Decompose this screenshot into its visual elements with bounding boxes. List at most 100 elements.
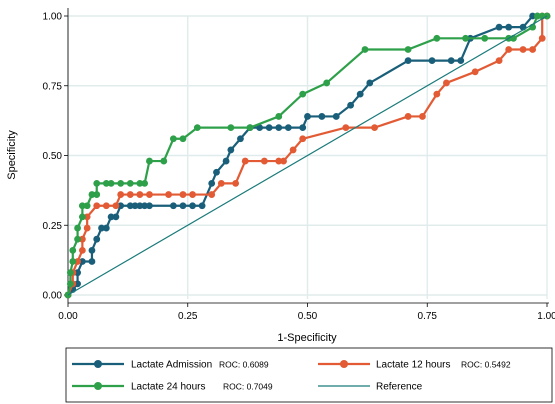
data-point	[74, 235, 81, 243]
data-point	[102, 224, 110, 232]
data-point	[361, 46, 369, 53]
data-point	[93, 180, 101, 187]
data-point	[208, 180, 216, 187]
data-point	[117, 202, 125, 210]
legend: Lactate Admission ROC: 0.6089 Lactate 12 h…	[65, 347, 553, 403]
data-point	[495, 57, 503, 65]
data-point	[462, 34, 469, 42]
data-point	[88, 258, 96, 265]
data-point	[98, 224, 105, 232]
data-point	[88, 191, 96, 198]
data-point	[141, 202, 149, 210]
legend-label: Lactate 24 hours	[131, 382, 206, 393]
data-point	[69, 246, 77, 254]
y-tick-label: 0.75	[43, 81, 63, 92]
series-line	[67, 15, 548, 296]
data-point	[534, 12, 541, 20]
data-point	[126, 180, 134, 187]
data-point	[481, 34, 489, 42]
data-point	[193, 124, 201, 131]
data-point	[83, 224, 91, 232]
data-point	[275, 124, 283, 131]
data-point	[74, 258, 81, 265]
y-tick-label: 0.50	[43, 151, 63, 162]
axes: 0.00 0.25 0.50 0.75 1.00 0.00 0.25 0.50 0.75 1.00	[43, 8, 555, 322]
data-point	[126, 191, 134, 198]
data-point	[93, 202, 101, 210]
legend-swatch-marker	[340, 360, 348, 368]
legend-label: Lactate 12 hours	[376, 360, 451, 371]
data-point	[141, 180, 149, 187]
data-point	[227, 146, 235, 154]
data-point	[160, 157, 168, 165]
legend-label: Lactate Admission	[131, 360, 212, 371]
data-point	[538, 34, 546, 42]
data-point	[471, 68, 479, 76]
data-point	[457, 57, 465, 65]
data-point	[78, 235, 86, 243]
data-point	[136, 202, 144, 210]
data-point	[93, 235, 101, 243]
data-point	[304, 113, 311, 120]
legend-item: Lactate 12 hours ROC: 0.5492	[318, 360, 511, 371]
data-point	[136, 191, 144, 198]
legend-roc-value: ROC: 0.5492	[461, 360, 511, 370]
data-point	[112, 202, 120, 210]
data-point	[265, 124, 273, 131]
data-point	[146, 202, 153, 210]
y-tick-label: 1.00	[43, 12, 63, 23]
data-point	[505, 23, 513, 31]
data-point	[69, 258, 77, 265]
data-point	[275, 157, 283, 165]
data-point	[74, 269, 81, 277]
x-axis-title: 1-Specificity	[277, 332, 337, 344]
data-point	[241, 157, 249, 165]
data-point	[213, 168, 220, 176]
data-point	[419, 113, 426, 120]
data-point	[93, 191, 101, 198]
data-point	[198, 202, 206, 210]
data-point	[443, 79, 450, 87]
series-3	[67, 15, 548, 296]
data-point	[131, 202, 139, 210]
data-point	[66, 280, 74, 288]
x-tick-label: 1.00	[537, 311, 555, 322]
y-tick-label: 0.25	[43, 221, 63, 232]
legend-swatch-marker	[94, 360, 102, 368]
data-point	[208, 191, 216, 198]
grid	[67, 15, 548, 299]
y-axis-title: Specificity	[6, 130, 18, 180]
series-1	[64, 12, 551, 299]
data-point	[332, 113, 340, 120]
data-point	[318, 113, 326, 120]
data-point	[102, 202, 110, 210]
data-point	[529, 46, 537, 53]
data-point	[74, 224, 81, 232]
data-point	[78, 213, 86, 221]
data-point	[189, 202, 196, 210]
data-point	[280, 157, 287, 165]
data-point	[505, 46, 513, 53]
data-point	[165, 191, 172, 198]
data-point	[529, 12, 537, 20]
data-point	[217, 180, 225, 187]
data-point	[260, 157, 268, 165]
data-point	[66, 269, 74, 277]
series-line	[66, 14, 547, 296]
data-point	[342, 124, 350, 131]
data-point	[371, 124, 378, 131]
data-point	[179, 202, 187, 210]
legend-item: Reference	[318, 382, 423, 393]
data-point	[136, 180, 144, 187]
data-point	[232, 180, 240, 187]
x-tick-label: 0.50	[298, 311, 318, 322]
data-point	[404, 57, 412, 65]
data-point	[169, 135, 177, 143]
legend-roc-value: ROC: 0.7049	[223, 382, 273, 392]
data-point	[78, 246, 86, 254]
data-point	[83, 213, 91, 221]
series-layer	[64, 12, 551, 299]
data-point	[366, 79, 374, 87]
